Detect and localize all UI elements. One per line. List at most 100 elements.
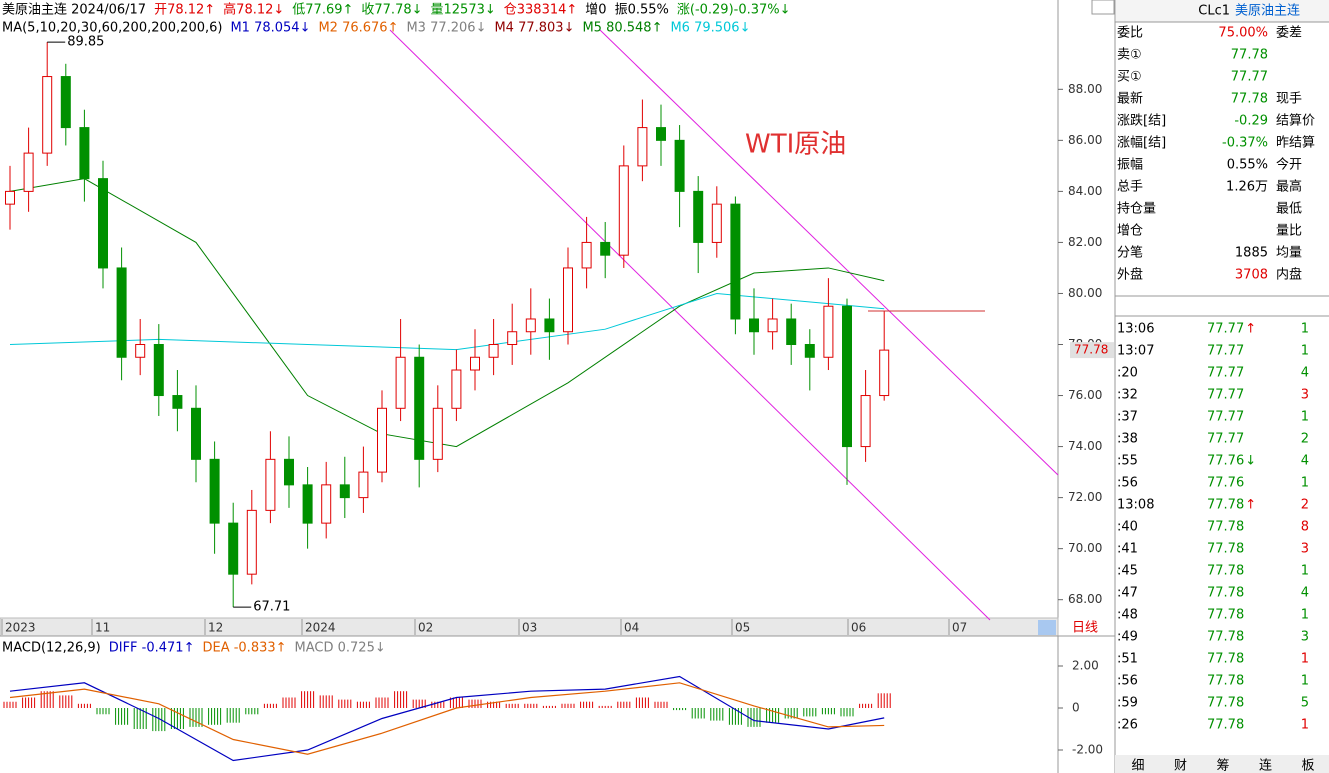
candle-body xyxy=(377,407,387,473)
header-item: 美原油主连 2024/06/17 xyxy=(2,2,146,18)
candle-body xyxy=(414,356,425,460)
header-item: M6 79.506↓ xyxy=(670,21,750,36)
quote-right-label: 内盘 xyxy=(1276,267,1302,283)
tab[interactable]: 筹 xyxy=(1216,758,1229,773)
trade-time: :40 xyxy=(1117,520,1138,535)
y-tick-label: 86.00 xyxy=(1068,133,1102,147)
candle-body xyxy=(209,458,220,524)
trade-time: :26 xyxy=(1117,718,1138,733)
quote-label: 分笔 xyxy=(1117,245,1143,261)
trade-price: 77.78 xyxy=(1207,718,1244,733)
trade-price: 77.78 xyxy=(1207,608,1244,623)
candle-body xyxy=(228,522,239,575)
candle-body xyxy=(116,267,127,358)
candle-body xyxy=(842,305,852,448)
quote-value: 75.00% xyxy=(1218,26,1268,41)
candle-body xyxy=(23,152,34,192)
candle-body xyxy=(618,165,629,256)
candle-body xyxy=(246,509,257,575)
candle-body xyxy=(656,127,666,141)
last-price-tag xyxy=(1070,342,1114,359)
trade-price: 77.78 xyxy=(1207,696,1244,711)
trade-volume: 1 xyxy=(1301,674,1309,689)
trade-volume: 8 xyxy=(1301,520,1309,535)
quote-right-label: 昨结算 xyxy=(1276,136,1315,151)
trade-volume: 3 xyxy=(1301,542,1309,557)
candle-body xyxy=(507,331,518,346)
candle-body xyxy=(804,344,815,358)
quote-value: 3708 xyxy=(1235,268,1268,283)
y-tick-label: 82.00 xyxy=(1068,235,1102,249)
trade-time: 13:08 xyxy=(1117,498,1154,513)
quote-value: 0.55% xyxy=(1227,158,1268,173)
header-item: M5 80.548↑ xyxy=(582,21,662,36)
trade-price: 77.77 xyxy=(1207,344,1244,359)
header-item: M1 78.054↓ xyxy=(230,21,310,36)
quote-label: 总手 xyxy=(1117,180,1143,195)
low-label: 67.71 xyxy=(253,600,290,615)
tab[interactable]: 财 xyxy=(1174,759,1187,773)
x-tick-label: 07 xyxy=(952,621,967,635)
quote-label: 涨跌[结] xyxy=(1117,113,1166,129)
trade-price: 77.78 xyxy=(1207,498,1244,513)
candle-body xyxy=(544,318,555,333)
quote-label: 持仓量 xyxy=(1117,202,1156,217)
tab[interactable]: 板 xyxy=(1301,759,1314,773)
trade-time: 13:07 xyxy=(1117,344,1154,359)
tab[interactable]: 连 xyxy=(1259,758,1272,773)
trade-price: 77.78 xyxy=(1207,520,1244,535)
trade-volume: 1 xyxy=(1301,608,1309,623)
x-tick-label: 03 xyxy=(522,621,537,635)
tab[interactable]: 细 xyxy=(1131,759,1144,773)
window-button[interactable] xyxy=(1091,0,1115,15)
trade-time: :55 xyxy=(1117,454,1138,469)
candle-body xyxy=(172,395,183,409)
trade-price: 77.77 xyxy=(1207,410,1244,425)
annotation: WTI原油 xyxy=(745,130,846,160)
header-item: MACD(12,26,9) xyxy=(2,641,101,656)
period-label[interactable]: 日线 xyxy=(1072,621,1098,636)
header-item: 低77.69↑ xyxy=(292,3,353,18)
y-tick-label: 68.00 xyxy=(1068,592,1102,606)
candle-body xyxy=(730,203,741,320)
trade-arrow: ↓ xyxy=(1245,454,1256,469)
y-tick-label: 70.00 xyxy=(1068,541,1102,555)
quote-right-label: 今开 xyxy=(1276,157,1302,173)
macd-line xyxy=(9,682,885,755)
quote-value: 1885 xyxy=(1235,246,1268,261)
trade-volume: 3 xyxy=(1301,630,1309,645)
trade-price: 77.78 xyxy=(1207,652,1244,667)
header-item: M2 76.676↑ xyxy=(318,21,398,36)
trade-price: 77.77 xyxy=(1207,388,1244,403)
trade-time: 13:06 xyxy=(1117,322,1154,337)
trade-time: :56 xyxy=(1117,674,1138,689)
trade-volume: 4 xyxy=(1301,454,1309,469)
candle-body xyxy=(823,305,834,358)
header-item: 开78.12↑ xyxy=(154,3,215,18)
header-item: MACD 0.725↓ xyxy=(295,641,386,656)
trade-volume: 4 xyxy=(1301,586,1309,601)
trade-time: :59 xyxy=(1117,696,1138,711)
channel-line xyxy=(389,29,991,621)
trade-price: 77.77 xyxy=(1207,322,1244,337)
trade-price: 77.76 xyxy=(1207,476,1244,491)
candle-body xyxy=(693,190,704,243)
candle-body xyxy=(321,484,332,524)
quote-label: 外盘 xyxy=(1117,267,1143,283)
header-item: MA(5,10,20,30,60,200,200,200,6) xyxy=(2,21,222,36)
candle-body xyxy=(284,458,294,486)
quote-right-label: 量比 xyxy=(1276,224,1302,239)
candle-body xyxy=(302,484,313,524)
trade-volume: 1 xyxy=(1301,652,1309,667)
quote-right-label: 均量 xyxy=(1276,246,1302,261)
trade-time: :20 xyxy=(1117,366,1138,381)
y-tick-label: 76.00 xyxy=(1068,388,1102,402)
trade-price: 77.77 xyxy=(1207,366,1244,381)
candle-body xyxy=(79,127,90,180)
header-item: 仓338314↑ xyxy=(504,3,578,18)
candle-body xyxy=(674,139,685,192)
x-tick-label: 11 xyxy=(95,621,110,635)
trade-volume: 3 xyxy=(1301,388,1309,403)
candle-body xyxy=(42,76,53,154)
